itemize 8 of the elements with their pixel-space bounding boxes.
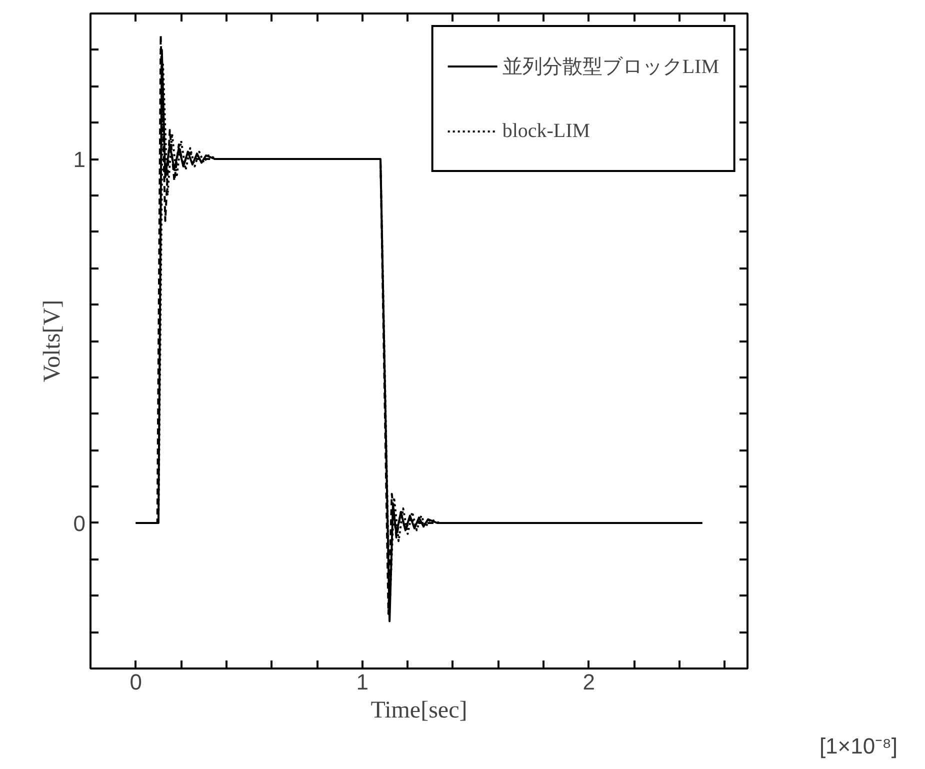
x-tick-label: 2	[582, 670, 596, 694]
legend-label: block-LIM	[502, 118, 590, 144]
y-axis-title: Volts[V]	[39, 300, 66, 382]
x-tick-label: 1	[356, 670, 368, 694]
x-axis-title: Time[sec]	[370, 698, 468, 724]
x-tick-label: 0	[130, 670, 142, 694]
legend-label: 並列分散型ブロックLIM	[502, 54, 719, 80]
text: [1×10⁻⁸]	[819, 734, 898, 758]
